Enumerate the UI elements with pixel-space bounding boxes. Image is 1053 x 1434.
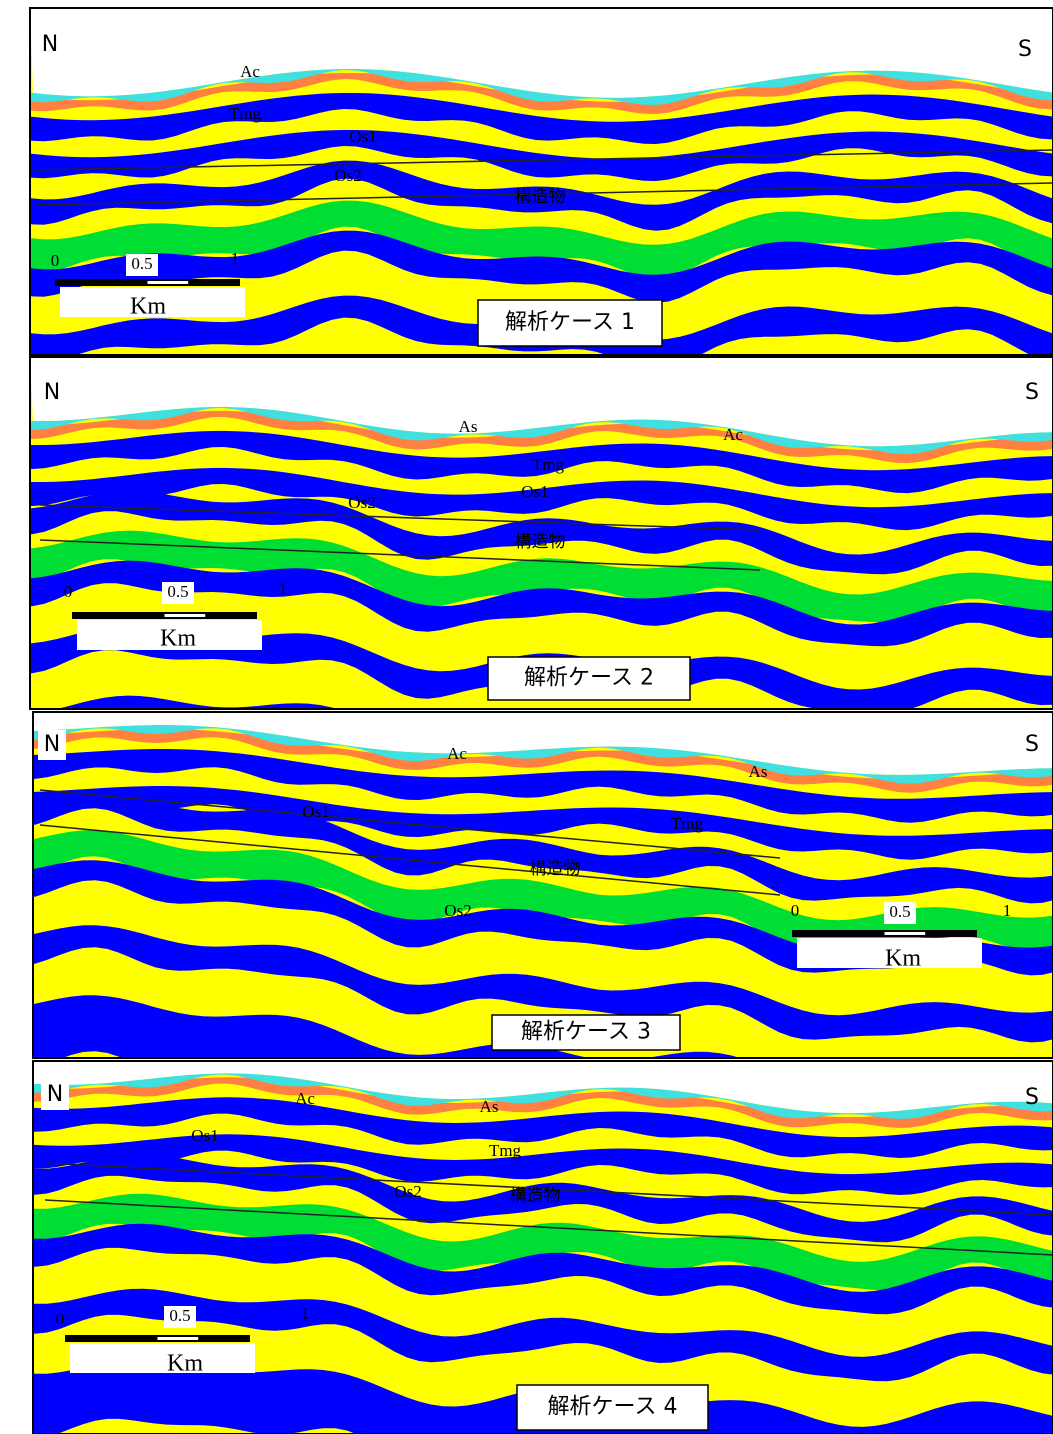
scale-unit: Km [130,294,166,320]
layer-label: 構造物 [510,1186,561,1205]
north-label: N [44,732,60,757]
north-label: N [47,1082,63,1107]
layer-label: 構造物 [515,532,566,551]
scale-tick: 1 [1003,901,1012,920]
layer-label: Os2 [334,166,361,185]
scale-tick: 0.5 [167,582,188,601]
scale-unit: Km [167,1351,203,1377]
south-label: S [1025,1085,1039,1110]
layer-label: Tmg [671,814,704,833]
scale-bar-white [165,614,206,617]
layer-label: 構造物 [515,187,566,206]
south-label: S [1018,37,1032,62]
scale-tick: 0.5 [131,254,152,273]
layer-label: Tmg [489,1141,522,1160]
scale-bar-white [158,1337,199,1340]
section-panel [23,1061,1053,1434]
layer-label: Os1 [302,802,329,821]
scale-unit: Km [160,626,196,652]
scale-bar-white [885,932,926,935]
layer-label: As [459,417,478,436]
case-title: 解析ケース 1 [505,310,635,335]
layer-label: Os1 [191,1126,218,1145]
scale-tick: 0.5 [889,902,910,921]
south-label: S [1025,732,1039,757]
layer-label: Ac [723,425,743,444]
layer-label: Os2 [444,901,471,920]
scale-tick: 0.5 [169,1306,190,1325]
page: {"panels": [ {"north": "N", "south": "S"… [0,0,1053,1434]
layer-label: Os2 [348,493,375,512]
layer-label: Ac [240,62,260,81]
layer-label: Tmg [532,455,565,474]
scale-bar-white [148,281,189,284]
layer-label: As [480,1097,499,1116]
scale-tick: 0 [64,582,73,601]
scale-tick: 1 [301,1304,310,1323]
layer-label: 構造物 [530,859,581,878]
scale-tick: 0 [791,901,800,920]
scale-tick: 0 [56,1309,65,1328]
south-label: S [1025,380,1039,405]
layer-label: Os1 [349,127,376,146]
scale-tick: 1 [279,579,288,598]
north-label: N [42,32,58,57]
scale-unit: Km [885,946,921,972]
layer-label: Os2 [394,1182,421,1201]
scale-tick: 0 [51,251,60,270]
layer-label: Ac [447,744,467,763]
case-title: 解析ケース 4 [548,1395,678,1420]
case-title: 解析ケース 2 [524,666,654,691]
layer-label: Tmg [229,104,262,123]
cross-sections: N S Ac Tmg Os1 Os2 構造物 0 0.5 1 Km 解析ケース 1 N S As Ac Tmg O… [0,0,1053,1434]
layer-label: As [749,762,768,781]
scale-tick: 1 [231,249,240,268]
scale-bg [70,1343,255,1373]
layer-label: Ac [295,1089,315,1108]
layer-label: Os1 [521,482,548,501]
case-title: 解析ケース 3 [521,1020,651,1045]
north-label: N [44,380,60,405]
